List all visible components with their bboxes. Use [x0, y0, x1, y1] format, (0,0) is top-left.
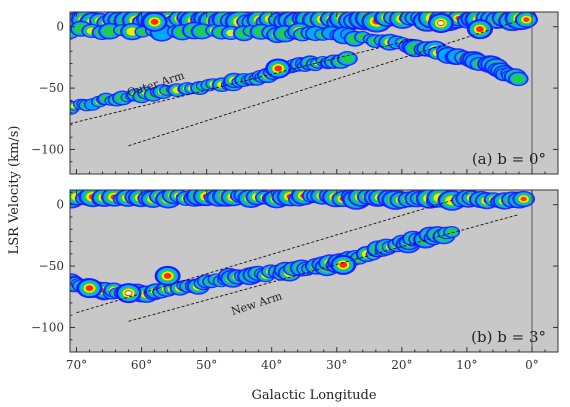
panel-b-label: (b) b = 3°	[471, 328, 546, 346]
panel-b: 70° 60° 50° 40° 30° 20° 10° 0° 0 −50 −100 (b) b = …	[31, 189, 559, 372]
y-tick-label-b-0: 0	[56, 198, 64, 212]
y-tick-label-a--100: −100	[31, 142, 64, 156]
y-tick-label-b--100: −100	[31, 320, 64, 334]
panel-a-ticks: 0 −50 −100	[31, 12, 558, 174]
panel-b-guides	[76, 190, 533, 352]
emission-blob-b-new-arm	[446, 228, 458, 236]
x-tick-label-0: 0°	[525, 358, 539, 372]
panel-a-emission	[70, 12, 538, 116]
panel-b-emission	[70, 190, 536, 304]
y-axis-title: LSR Velocity (km/s)	[7, 126, 22, 255]
x-tick-label-20: 20°	[391, 358, 412, 372]
x-tick-label-70: 70°	[66, 358, 87, 372]
hot-spot-core-a-0	[437, 21, 444, 26]
x-tick-label-50: 50°	[196, 358, 217, 372]
x-tick-label-40: 40°	[261, 358, 282, 372]
panel-a-label: (a) b = 0°	[472, 150, 546, 168]
hot-spot-a-1	[476, 26, 484, 33]
x-axis-title: Galactic Longitude	[251, 388, 376, 403]
guide-line-b-1	[128, 214, 520, 322]
hot-spot-a-3	[150, 18, 159, 25]
emission-blob-b-local	[520, 196, 527, 202]
x-tick-label-10: 10°	[456, 358, 477, 372]
panel-a-frame	[69, 11, 559, 175]
y-tick-label-a--50: −50	[39, 81, 64, 95]
panel-b-ticks: 70° 60° 50° 40° 30° 20° 10° 0° 0 −50 −100	[31, 190, 558, 372]
guide-line-a-1	[128, 20, 520, 147]
hot-spot-core-b-0	[125, 291, 132, 296]
emission-blob-a-inner	[511, 74, 525, 84]
y-tick-label-b--50: −50	[39, 259, 64, 273]
x-tick-label-60: 60°	[131, 358, 152, 372]
x-tick-label-30: 30°	[326, 358, 347, 372]
hot-spot-b-2	[163, 272, 172, 279]
guide-line-b-0	[76, 199, 455, 314]
guide-line-a-0	[70, 38, 415, 125]
panel-b-frame	[69, 189, 559, 353]
panel-a: 0−50−100 (a) b = 0° Outer Arm	[31, 11, 559, 175]
hot-spot-a-2	[274, 65, 283, 72]
hot-spot-b-1	[85, 285, 94, 292]
panel-a-guides	[70, 12, 533, 174]
emission-blob-a-local	[523, 17, 530, 22]
y-tick-label-a-0: 0	[56, 20, 64, 34]
